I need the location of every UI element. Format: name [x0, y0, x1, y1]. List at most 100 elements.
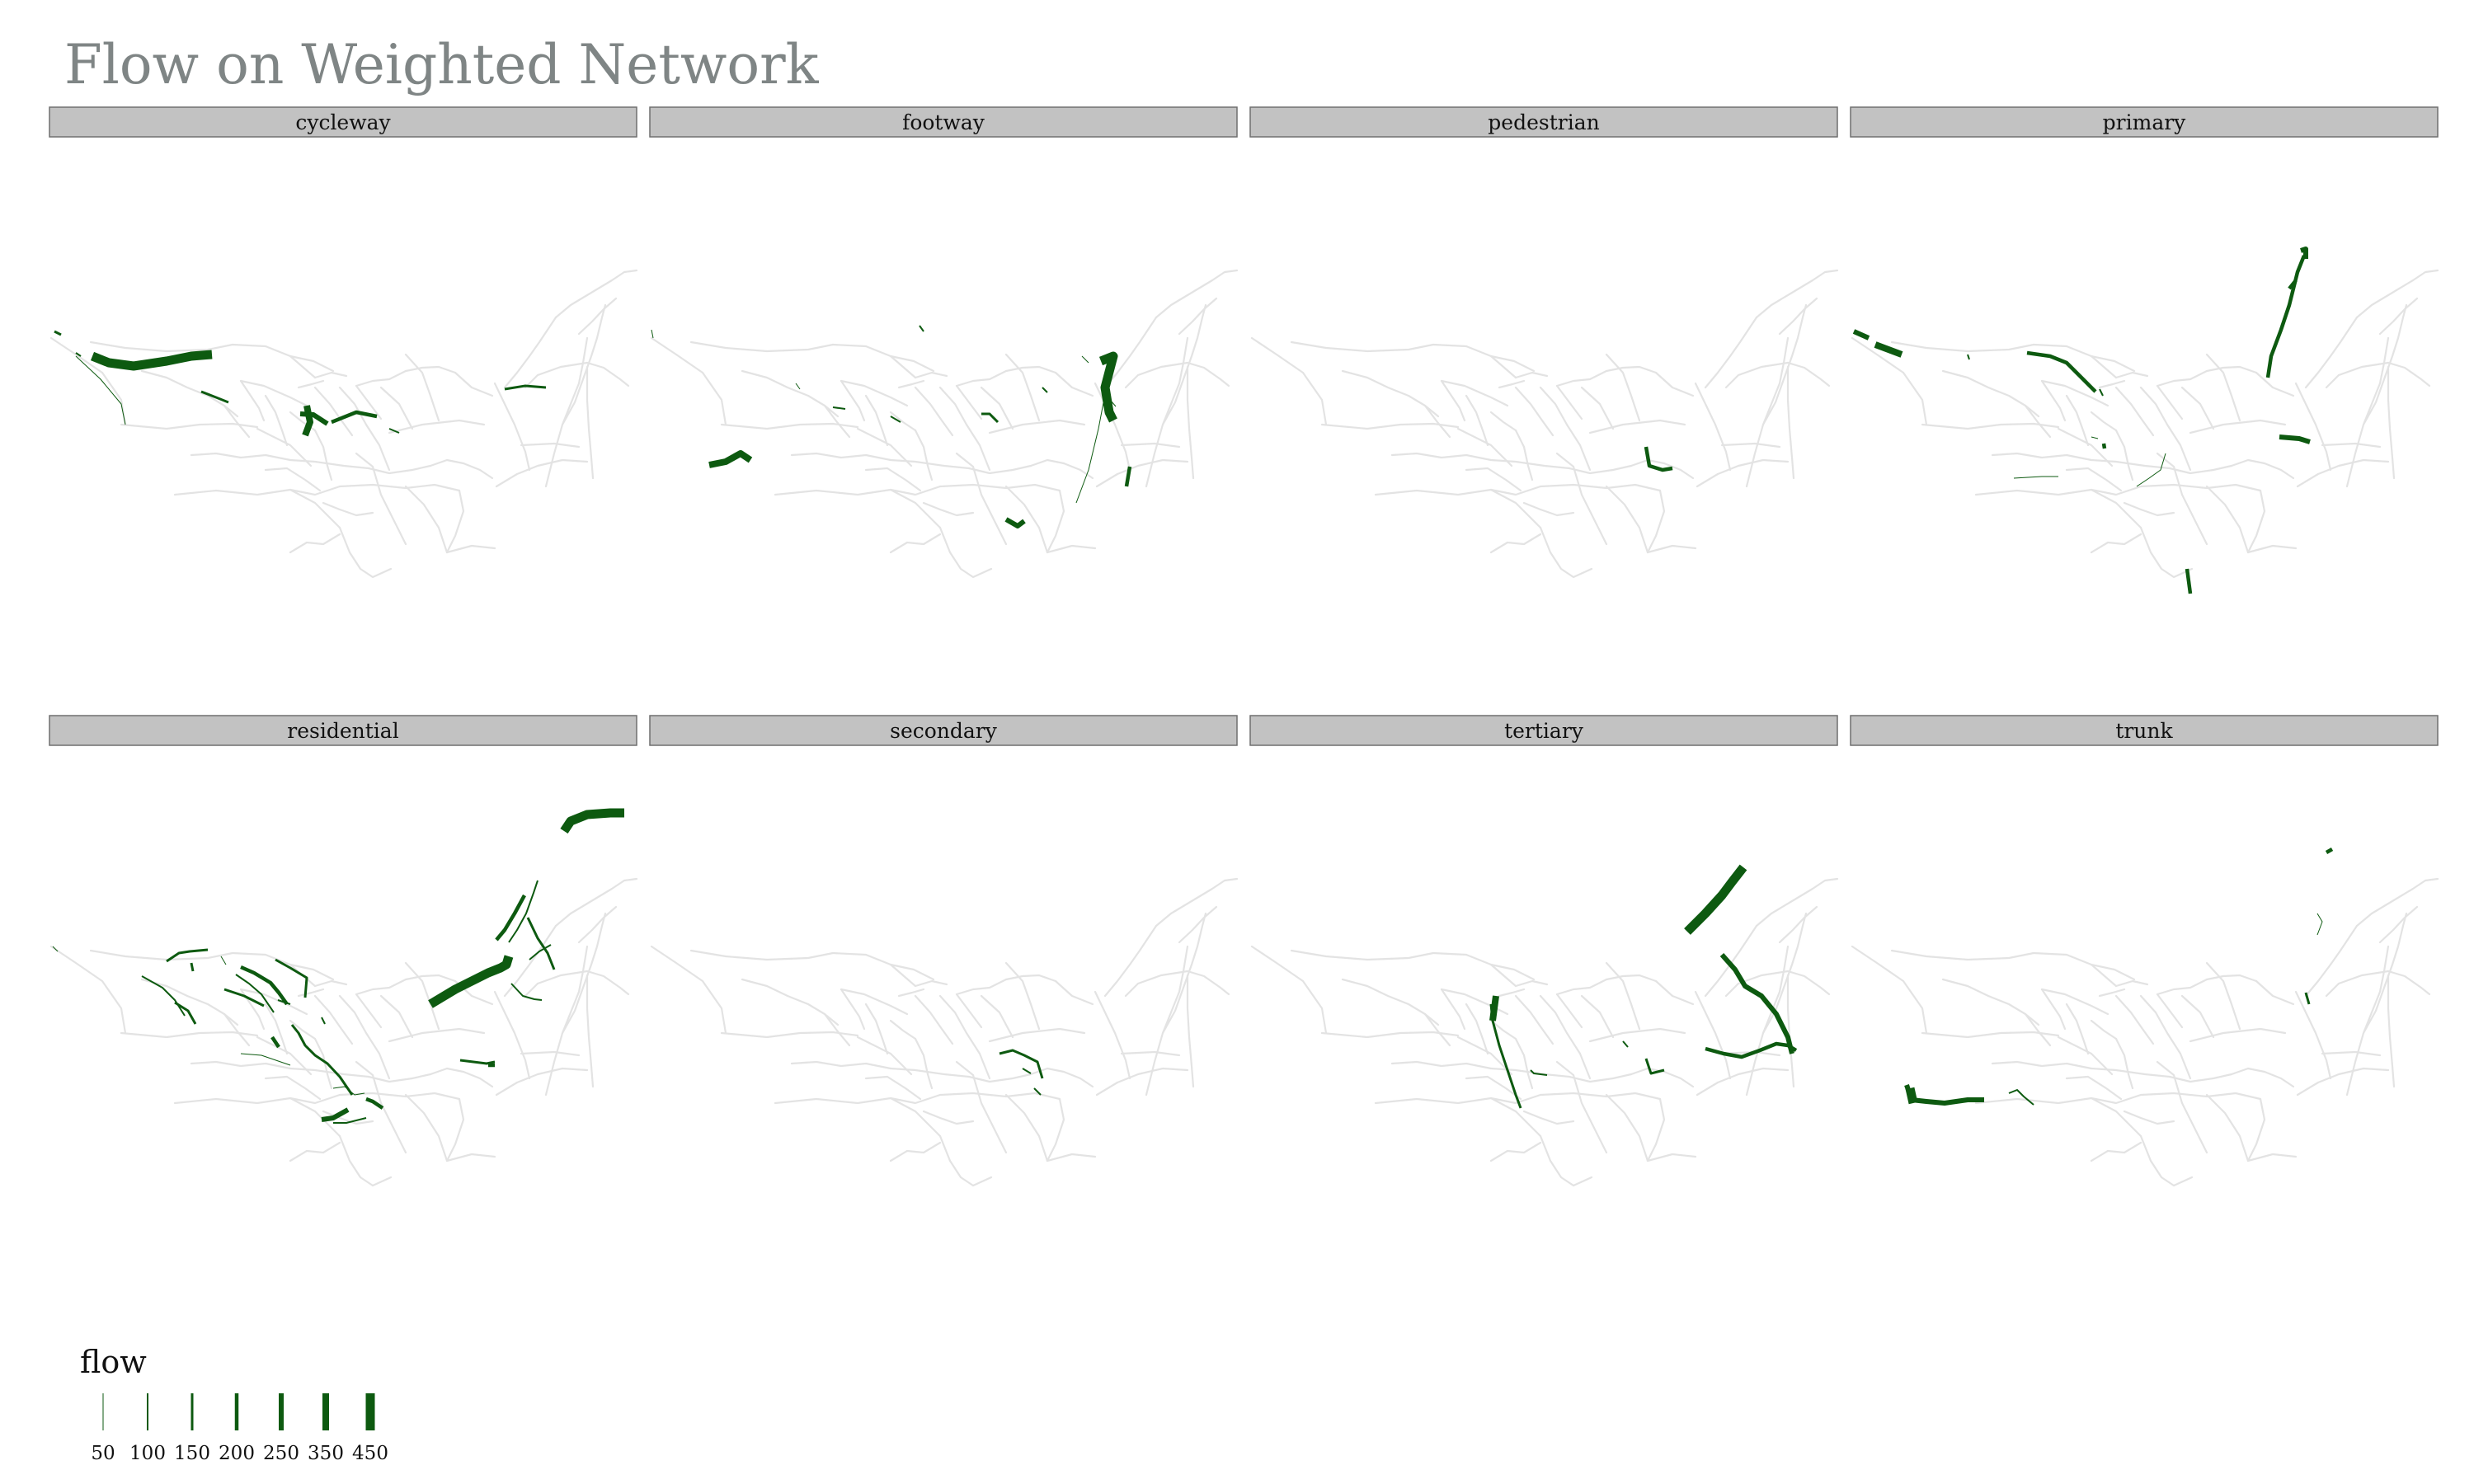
- facet-residential: residential: [49, 715, 638, 1187]
- network-segment: [2065, 1075, 2123, 1101]
- flow-segment: [1489, 995, 1499, 1021]
- flow-segment: [2013, 476, 2058, 479]
- network-segment: [2090, 1067, 2171, 1078]
- network-segment: [1046, 1153, 1097, 1162]
- flow-segments: [1904, 848, 2334, 1106]
- network-segment: [1250, 336, 1328, 426]
- facet-strip: [649, 106, 1238, 138]
- flow-segment: [504, 384, 547, 391]
- network-segment: [1046, 1097, 1065, 1162]
- facet-label: footway: [902, 110, 985, 134]
- facet-strip: [1249, 715, 1838, 746]
- network-segment: [2156, 978, 2208, 996]
- network-segment: [720, 422, 859, 430]
- flow-segment: [2300, 247, 2308, 259]
- network-segment: [1390, 1060, 1493, 1070]
- network-segment: [2205, 485, 2250, 554]
- facet-trunk: trunk: [1850, 715, 2439, 1187]
- flow-segment: [1684, 864, 1747, 935]
- flow-segment: [1098, 351, 1118, 423]
- network-segment: [1646, 1097, 1666, 1162]
- network-segment: [1489, 488, 1542, 529]
- network-segment: [840, 988, 909, 1016]
- flow-segment: [2279, 434, 2311, 444]
- network-segment: [1341, 369, 1440, 418]
- network-segment: [190, 1060, 292, 1070]
- network-segment: [2362, 303, 2408, 426]
- network-segment: [1374, 1093, 1542, 1105]
- network-segment: [503, 924, 557, 998]
- network-segment: [689, 949, 835, 961]
- network-segment: [1696, 1067, 1790, 1097]
- flow-segment: [90, 350, 213, 371]
- network-segment: [1465, 1075, 1522, 1101]
- flow-segment: [277, 999, 291, 1005]
- flow-segment: [2026, 350, 2097, 393]
- network-segment: [1921, 1031, 2060, 1039]
- network-segment: [2139, 526, 2194, 579]
- network-segment: [1568, 1073, 1633, 1083]
- network-segment: [1605, 485, 1649, 554]
- network-segment: [445, 544, 496, 554]
- flow-segment: [1530, 1069, 1548, 1076]
- network-segment: [1605, 961, 1641, 1031]
- network-segment: [2090, 1097, 2142, 1138]
- flow-segment: [832, 406, 846, 410]
- network-segment: [1580, 386, 1615, 430]
- network-segment: [544, 945, 589, 1097]
- network-segment: [1555, 452, 1608, 546]
- street-network: [1250, 269, 1839, 579]
- network-segment: [338, 994, 391, 1080]
- network-segment: [89, 340, 234, 353]
- network-segment: [1514, 979, 1549, 988]
- network-segment: [231, 951, 335, 981]
- network-segment: [864, 467, 922, 492]
- network-segment: [980, 386, 1014, 430]
- network-segment: [1539, 526, 1593, 579]
- network-segment: [922, 1110, 975, 1125]
- network-segment: [313, 994, 354, 1045]
- network-segment: [955, 1060, 1008, 1154]
- network-segment: [2294, 382, 2332, 472]
- network-segment: [2090, 355, 2118, 379]
- network-segment: [2205, 365, 2258, 374]
- flow-segment: [333, 1117, 367, 1124]
- facet-label: residential: [287, 719, 398, 743]
- network-segment: [1095, 458, 1189, 488]
- flow-segments: [1852, 247, 2311, 594]
- flow-segment: [365, 1097, 384, 1110]
- network-segment: [823, 404, 851, 439]
- network-segment: [554, 877, 638, 928]
- network-segment: [445, 489, 465, 554]
- flow-segment: [2325, 848, 2334, 854]
- network-segment: [264, 467, 322, 492]
- network-segment: [1778, 297, 1818, 336]
- network-segment: [1720, 442, 1781, 448]
- network-segment: [462, 1070, 494, 1088]
- network-segment: [1555, 384, 1583, 420]
- facet-strip: [649, 715, 1238, 746]
- network-segment: [338, 483, 461, 492]
- flow-segment: [1022, 1068, 1032, 1074]
- flow-segment: [321, 1107, 350, 1122]
- network-segment: [190, 452, 292, 462]
- network-segment: [1120, 442, 1181, 448]
- network-segment: [689, 340, 835, 353]
- network-segment: [297, 379, 325, 389]
- network-segment: [1974, 1093, 2142, 1105]
- network-segment: [2205, 353, 2241, 422]
- network-segment: [577, 905, 618, 944]
- network-segment: [1186, 970, 1230, 996]
- flow-segment: [428, 955, 514, 1008]
- street-network: [49, 269, 638, 579]
- network-segment: [864, 1075, 922, 1101]
- network-segment: [2090, 411, 2118, 432]
- network-segment: [520, 442, 581, 448]
- network-segment: [914, 1037, 934, 1090]
- network-segment: [955, 369, 1008, 387]
- network-segment: [1124, 970, 1189, 998]
- flow-segment: [174, 1001, 197, 1025]
- flow-segment: [708, 450, 753, 468]
- network-segment: [774, 1093, 942, 1105]
- facet-strip: [1249, 106, 1838, 138]
